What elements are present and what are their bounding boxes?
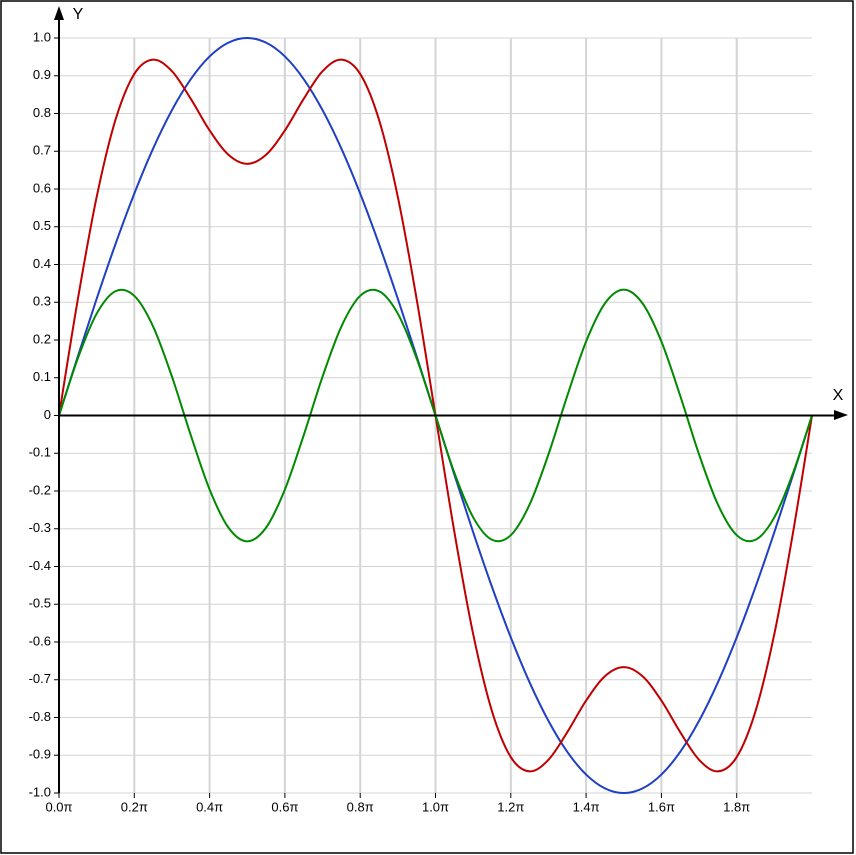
y-tick-label: 0.1: [33, 369, 51, 384]
x-arrow: [834, 410, 848, 420]
y-arrow: [54, 6, 64, 20]
y-tick-label: -0.3: [29, 520, 51, 535]
y-tick-label: -1.0: [29, 784, 51, 799]
y-tick-label: 0.5: [33, 218, 51, 233]
x-tick-label: 1.0π: [422, 799, 449, 814]
y-tick-label: 0.6: [33, 180, 51, 195]
y-tick-label: -0.6: [29, 633, 51, 648]
y-tick-label: 0.7: [33, 143, 51, 158]
axes: Y X 1.0 0.9 0.8 0.7 0.6 0.5 0.4 0.3 0.2 0.1 0 -0.1 -…: [29, 6, 848, 814]
x-tick-label: 0.2π: [121, 799, 148, 814]
y-axis-label: Y: [73, 6, 84, 23]
x-tick-label: 1.8π: [723, 799, 750, 814]
y-tick-label: -0.1: [29, 445, 51, 460]
y-tick-label: -0.5: [29, 596, 51, 611]
y-tick-label: -0.2: [29, 482, 51, 497]
y-tick-label: 0.3: [33, 294, 51, 309]
y-tick-label: 0.9: [33, 67, 51, 82]
y-tick-label: -0.4: [29, 558, 51, 573]
x-tick-label: 0.8π: [347, 799, 374, 814]
y-tick-label: 0: [44, 407, 51, 422]
y-tick-label: 0.8: [33, 105, 51, 120]
y-tick-label: -0.8: [29, 709, 51, 724]
x-tick-label: 1.6π: [648, 799, 675, 814]
x-tick-label: 0.6π: [271, 799, 298, 814]
y-tick-label: -0.7: [29, 671, 51, 686]
x-tick-label: 0.0π: [45, 799, 72, 814]
x-axis-label: X: [833, 387, 844, 404]
y-tick-label: 0.4: [33, 256, 51, 271]
x-tick-label: 1.4π: [573, 799, 600, 814]
x-tick-label: 0.4π: [196, 799, 223, 814]
y-tick-label: 1.0: [33, 29, 51, 44]
y-tick-label: -0.9: [29, 747, 51, 762]
x-tick-label: 1.2π: [497, 799, 524, 814]
y-tick-label: 0.2: [33, 331, 51, 346]
